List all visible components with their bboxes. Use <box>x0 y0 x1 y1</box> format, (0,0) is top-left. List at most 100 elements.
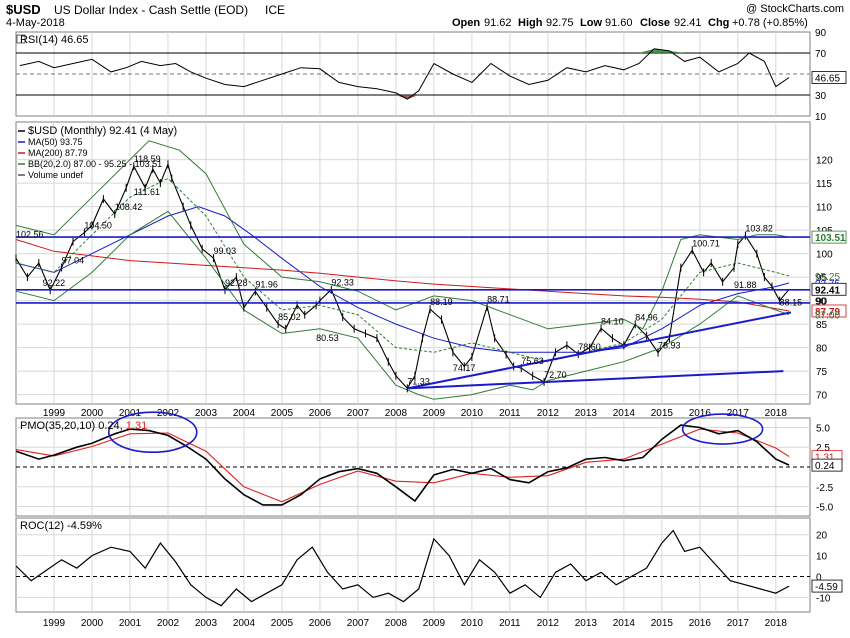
rsi-extreme-fill <box>654 48 670 53</box>
x-tick-label-bottom: 2011 <box>499 618 521 629</box>
price-tick-label: 80 <box>816 344 828 355</box>
price-annotation: 71.33 <box>407 376 430 386</box>
trend-line <box>407 370 784 390</box>
watermark: @ StockCharts.com <box>746 3 844 15</box>
x-tick-label-bottom: 2002 <box>157 618 180 629</box>
x-tick-label: 2006 <box>309 408 332 419</box>
x-tick-label-bottom: 2017 <box>727 618 750 629</box>
roc-legend: ROC(12) -4.59% <box>20 520 102 532</box>
rsi-tick-label: 10 <box>815 112 827 123</box>
rsi-legend-swatch <box>16 34 26 44</box>
price-right-label: 103.51 <box>815 233 846 244</box>
x-tick-label-bottom: 2007 <box>347 618 370 629</box>
price-right-box <box>811 304 847 318</box>
chg-value: +0.78 (+0.85%) <box>732 17 808 29</box>
header: $USD US Dollar Index - Cash Settle (EOD)… <box>6 2 844 29</box>
open-value: 91.62 <box>484 17 512 29</box>
pmo-right-box <box>811 458 843 472</box>
price-annotation: 92.22 <box>43 278 66 288</box>
x-tick-label: 2012 <box>537 408 560 419</box>
rsi-extreme-fill <box>407 95 419 100</box>
roc-line <box>15 529 790 607</box>
close-value: 92.41 <box>674 17 702 29</box>
x-tick-label-bottom: 2016 <box>689 618 712 629</box>
x-tick-label-bottom: 2013 <box>575 618 598 629</box>
price-annotation: 84.96 <box>635 312 658 322</box>
rsi-line <box>19 48 790 100</box>
price-annotation: 103.82 <box>745 224 773 234</box>
x-tick-label-bottom: 2005 <box>271 618 294 629</box>
x-tick-label: 2015 <box>651 408 674 419</box>
price-right-label: 87.79 <box>815 307 840 318</box>
x-tick-label-bottom: 2000 <box>81 618 104 629</box>
x-tick-label-bottom: 2008 <box>385 618 408 629</box>
low-label: Low <box>580 17 602 29</box>
x-tick-label: 2007 <box>347 408 370 419</box>
price-annotation: 88.71 <box>487 295 510 305</box>
trend-line <box>407 311 792 390</box>
x-tick-label-bottom: 2014 <box>613 618 636 629</box>
ma200-line <box>15 239 790 312</box>
x-tick-label: 2009 <box>423 408 446 419</box>
x-tick-label: 2000 <box>81 408 104 419</box>
price-annotation: 88.19 <box>430 297 453 307</box>
x-tick-label: 2004 <box>233 408 256 419</box>
x-tick-label-bottom: 2015 <box>651 618 674 629</box>
price-tick-label: 85 <box>816 320 828 331</box>
x-tick-label: 2013 <box>575 408 598 419</box>
price-annotation: 111.61 <box>134 187 160 197</box>
x-tick-label-bottom: 2001 <box>119 618 142 629</box>
x-tick-label-bottom: 2003 <box>195 618 218 629</box>
price-legend-entry: $USD (Monthly) 92.41 (4 May) <box>28 125 177 137</box>
rsi-tick-label: 70 <box>815 49 827 60</box>
price-panel-frame <box>15 121 811 405</box>
price-annotation: 108.42 <box>115 202 143 212</box>
price-annotation: 99.03 <box>214 246 237 256</box>
price-right-label: 87.00 <box>815 311 840 322</box>
price-annotation: 85.02 <box>278 312 301 322</box>
x-tick-label: 2016 <box>689 408 712 419</box>
price-right-box <box>811 230 847 244</box>
x-tick-label-bottom: 2004 <box>233 618 256 629</box>
price-tick-label: 95 <box>816 273 828 284</box>
price-tick-label: 120 <box>816 156 833 167</box>
rsi-current-value: 46.65 <box>815 74 840 85</box>
bb_mid-line <box>15 177 790 363</box>
x-tick-label: 2011 <box>499 408 521 419</box>
chg-label: Chg <box>708 17 729 29</box>
x-tick-label: 2005 <box>271 408 294 419</box>
pmo-line <box>15 424 790 506</box>
price-tick-label: 115 <box>816 179 832 190</box>
price-annotation: 78.60 <box>578 342 601 352</box>
roc-tick-label: 10 <box>816 552 828 563</box>
price-annotation: 118.59 <box>134 154 161 164</box>
instrument-name: US Dollar Index - Cash Settle (EOD) <box>54 3 248 17</box>
pmo-legend: PMO(35,20,10) 0.24, 1.31 <box>20 420 147 432</box>
x-tick-label: 2018 <box>765 408 788 419</box>
price-legend-entry: MA(200) 87.79 <box>28 148 88 158</box>
x-tick-label-bottom: 2009 <box>423 618 446 629</box>
price-annotation: 91.88 <box>734 280 757 290</box>
price-right-label: 92.41 <box>815 285 840 296</box>
rsi-legend: RSI(14) 46.65 <box>20 34 88 46</box>
x-tick-label: 2017 <box>727 408 750 419</box>
x-tick-label-bottom: 2010 <box>461 618 484 629</box>
pmo-tick-label: 5.0 <box>816 423 830 434</box>
x-tick-label: 2003 <box>195 408 218 419</box>
x-tick-label: 2010 <box>461 408 484 419</box>
x-tick-label: 2001 <box>119 408 142 419</box>
panels: 10 30 46.65 70 90 RSI(14) 46.65 70 75 80 85 90 95 10… <box>15 28 847 629</box>
price-annotation: 78.93 <box>658 341 681 351</box>
rsi-extreme-fill <box>669 50 685 53</box>
pmo-tick-label: 2.5 <box>816 443 830 454</box>
x-tick-label-bottom: 2006 <box>309 618 332 629</box>
high-value: 92.75 <box>546 17 574 29</box>
price-annotation: 102.56 <box>16 230 44 240</box>
price-annotation: 75.63 <box>521 356 544 366</box>
price-annotation: 104.50 <box>84 220 112 230</box>
pmo-tick-label: -2.5 <box>816 483 834 494</box>
x-tick-label-bottom: 1999 <box>43 618 66 629</box>
high-label: High <box>518 17 543 29</box>
